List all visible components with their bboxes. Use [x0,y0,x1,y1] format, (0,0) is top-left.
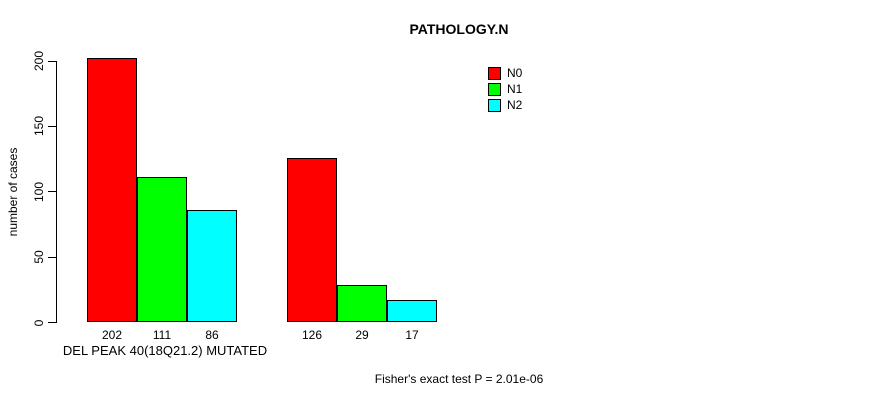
y-tick-label: 0 [32,319,46,326]
y-tick-label: 100 [32,181,46,202]
bar-value-label: 111 [152,328,172,342]
bar-value-label: 126 [301,328,323,342]
bar-value-label: 202 [101,328,123,342]
y-tick-mark [48,256,56,258]
y-axis-line [56,61,57,323]
legend: N0 N1 N2 [488,65,522,113]
bar-n2-group2 [387,300,437,323]
y-tick-mark [48,60,56,62]
legend-swatch-n1 [488,82,501,96]
bar-n1-group1 [137,177,187,323]
legend-row-n1: N1 [488,81,522,97]
legend-label: N0 [507,65,523,80]
y-tick-label: 150 [32,116,46,137]
y-tick-label: 200 [32,50,46,72]
bar-value-label: 86 [205,328,219,342]
legend-swatch-n0 [488,66,501,80]
legend-row-n2: N2 [488,97,522,113]
y-tick-mark [48,191,56,193]
y-tick-label: 50 [32,250,46,264]
bar-n2-group1 [187,210,237,323]
bar-n1-group2 [337,284,387,323]
y-tick-mark [48,322,56,323]
chart-title: PATHOLOGY.N [409,21,509,37]
bar-n0-group1 [87,58,137,323]
legend-label: N2 [507,97,523,112]
y-tick-mark [48,125,56,127]
x-axis-label: DEL PEAK 40(18Q21.2) MUTATED [62,343,268,358]
legend-row-n0: N0 [488,65,522,81]
y-axis-label: number of cases [6,147,20,237]
legend-label: N1 [507,81,523,96]
bar-value-label: 17 [405,328,419,342]
bar-n0-group2 [287,157,337,323]
stat-test-caption: Fisher's exact test P = 2.01e-06 [374,372,544,386]
bar-value-label: 29 [355,328,369,342]
legend-swatch-n2 [488,98,501,112]
